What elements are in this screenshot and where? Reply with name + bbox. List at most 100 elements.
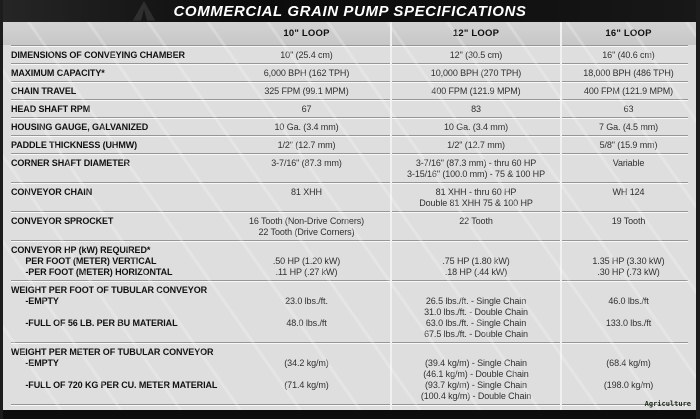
spec-label-cell: PADDLE THICKNESS (UHMW) <box>3 137 222 153</box>
spec-label-line: CONVEYOR HP (kW) REQUIRED* <box>11 245 151 255</box>
value-cell-16in: 46.0 lbs./ft 133.0 lbs./ft <box>561 282 696 342</box>
value-line <box>394 347 558 358</box>
value-line: (39.4 kg/m) - Single Chain <box>425 358 527 368</box>
value-cell-10in: 1/2" (12.7 mm) <box>222 137 391 153</box>
value-line: 48.0 lbs./ft <box>286 318 327 328</box>
row-separator <box>11 135 688 137</box>
value-cell-12in: 1/2" (12.7 mm) <box>391 137 561 153</box>
value-cell-12in: 83 <box>391 101 561 117</box>
value-line: 81 XHH <box>291 187 322 197</box>
value-line: (198.0 kg/m) <box>603 380 654 390</box>
value-line <box>564 307 693 318</box>
value-line: 63 <box>623 104 634 114</box>
row-separator <box>11 45 688 47</box>
spec-row: CONVEYOR CHAIN 81 XHH 81 XHH - thru 60 HP D… <box>3 184 696 211</box>
spec-label-line: WEIGHT PER METER OF TUBULAR CONVEYOR <box>11 347 214 357</box>
value-cell-12in: 22 Tooth <box>391 213 561 240</box>
value-cell-16in: 63 <box>561 101 696 117</box>
value-cell-16in: 16" (40.6 cm) <box>561 47 696 63</box>
value-line: WH 124 <box>612 187 645 197</box>
spec-label-cell: DIMENSIONS OF CONVEYING CHAMBER <box>3 47 222 63</box>
value-line: 31.0 lbs./ft. - Double Chain <box>424 307 528 317</box>
spec-row: HOUSING GAUGE, GALVANIZED 10 Ga. (3.4 mm)… <box>3 119 696 135</box>
value-cell-16in: 1.35 HP (3.30 kW) .30 HP (.73 kW) <box>561 242 696 280</box>
value-line <box>564 245 693 256</box>
spec-label-cell: CONVEYOR HP (kW) REQUIRED* PER FOOT (MET… <box>3 242 222 280</box>
spec-label-line: CHAIN TRAVEL <box>11 86 77 96</box>
spec-label-line <box>11 307 219 318</box>
spec-row: HEAD SHAFT RPM 67 83 63 <box>3 101 696 117</box>
spec-label-cell: HOUSING GAUGE, GALVANIZED <box>3 119 222 135</box>
value-line: 16 Tooth (Non-Drive Corners) <box>248 216 365 226</box>
value-line <box>564 369 693 380</box>
value-line <box>225 347 388 358</box>
column-divider <box>390 22 392 410</box>
value-cell-10in: 23.0 lbs./ft. 48.0 lbs./ft <box>222 282 391 342</box>
value-line: 133.0 lbs./ft <box>605 318 652 328</box>
row-separator <box>11 342 688 344</box>
spec-row: CONVEYOR HP (kW) REQUIRED* PER FOOT (MET… <box>3 242 696 280</box>
spec-label-cell: WEIGHT PER METER OF TUBULAR CONVEYOR -EM… <box>3 344 222 404</box>
spec-label-line: PADDLE THICKNESS (UHMW) <box>11 140 138 150</box>
value-line: .30 HP (.73 kW) <box>597 267 660 277</box>
value-cell-10in: 325 FPM (99.1 MPM) <box>222 83 391 99</box>
value-line: 1/2" (12.7 mm) <box>277 140 336 150</box>
watermark-text: Agriculture <box>644 400 691 408</box>
spec-row: MAXIMUM CAPACITY* 6,000 BPH (162 TPH) 10,0… <box>3 65 696 81</box>
value-line: 10,000 BPH (270 TPH) <box>430 68 522 78</box>
value-line <box>225 369 388 380</box>
value-line: .75 HP (1.80 kW) <box>442 256 510 266</box>
value-cell-10in: 81 XHH <box>222 184 391 211</box>
bottom-bar <box>3 410 696 419</box>
column-divider <box>560 22 562 410</box>
spec-label-cell: CONVEYOR CHAIN <box>3 184 222 211</box>
spec-label-cell: WEIGHT PER FOOT OF TUBULAR CONVEYOR -EMP… <box>3 282 222 342</box>
value-line: 67.5 lbs./ft. - Double Chain <box>424 329 528 339</box>
row-separator <box>11 211 688 213</box>
spec-label-cell: CHAIN TRAVEL <box>3 83 222 99</box>
value-cell-12in: .75 HP (1.80 kW) .18 HP (.44 kW) <box>391 242 561 280</box>
column-header-row: 10" LOOP 12" LOOP 16" LOOP <box>3 22 696 45</box>
value-cell-16in: WH 124 <box>561 184 696 211</box>
value-line: (34.2 kg/m) <box>284 358 329 368</box>
spec-label-line: CORNER SHAFT DIAMETER <box>11 158 130 168</box>
value-cell-10in: 67 <box>222 101 391 117</box>
value-cell-12in: 26.5 lbs./ft. - Single Chain 31.0 lbs./ft… <box>391 282 561 342</box>
spec-row: DIMENSIONS OF CONVEYING CHAMBER 10" (25.4… <box>3 47 696 63</box>
brand-emblem-icon <box>132 1 156 21</box>
spec-label-line: -PER FOOT (METER) HORIZONTAL <box>11 267 173 277</box>
value-cell-10in: (34.2 kg/m) (71.4 kg/m) <box>222 344 391 404</box>
value-line: 6,000 BPH (162 TPH) <box>263 68 350 78</box>
column-header-12in-loop: 12" LOOP <box>452 28 500 39</box>
row-separator <box>11 81 688 83</box>
value-cell-10in: 3-7/16" (87.3 mm) <box>222 155 391 182</box>
row-separator <box>11 153 688 155</box>
spec-label-line: -EMPTY <box>11 358 59 368</box>
spec-table: 10" LOOP 12" LOOP 16" LOOP DIMENSIONS OF… <box>3 22 696 410</box>
spec-label-line: PER FOOT (METER) VERTICAL <box>11 256 157 266</box>
value-line: Variable <box>612 158 645 168</box>
value-line: 10" (25.4 cm) <box>280 50 333 60</box>
value-line: 18,000 BPH (486 TPH) <box>583 68 674 78</box>
row-separator <box>11 63 688 65</box>
value-cell-10in: .50 HP (1.20 kW) .11 HP (.27 kW) <box>222 242 391 280</box>
value-cell-10in: 10" (25.4 cm) <box>222 47 391 63</box>
value-cell-12in: 81 XHH - thru 60 HP Double 81 XHH 75 & 10… <box>391 184 561 211</box>
value-line: 400 FPM (121.9 MPM) <box>583 86 674 96</box>
row-separator <box>11 117 688 119</box>
spec-label-line <box>11 369 219 380</box>
value-line: 16" (40.6 cm) <box>602 50 655 60</box>
value-line: 1.35 HP (3.30 kW) <box>592 256 665 266</box>
value-line: 10 Ga. (3.4 mm) <box>274 122 339 132</box>
value-cell-16in: 18,000 BPH (486 TPH) <box>561 65 696 81</box>
value-line: .11 HP (.27 kW) <box>275 267 338 277</box>
value-line: 3-15/16" (100.0 mm) - 75 & 100 HP <box>407 169 545 179</box>
spec-label-line: HEAD SHAFT RPM <box>11 104 91 114</box>
value-line: 22 Tooth (Drive Corners) <box>258 227 355 237</box>
spec-label-line: HOUSING GAUGE, GALVANIZED <box>11 122 149 132</box>
value-line <box>394 245 558 256</box>
value-cell-16in: 400 FPM (121.9 MPM) <box>561 83 696 99</box>
value-cell-16in: 7 Ga. (4.5 mm) <box>561 119 696 135</box>
value-cell-12in: 10,000 BPH (270 TPH) <box>391 65 561 81</box>
value-cell-16in: (68.4 kg/m) (198.0 kg/m) <box>561 344 696 404</box>
